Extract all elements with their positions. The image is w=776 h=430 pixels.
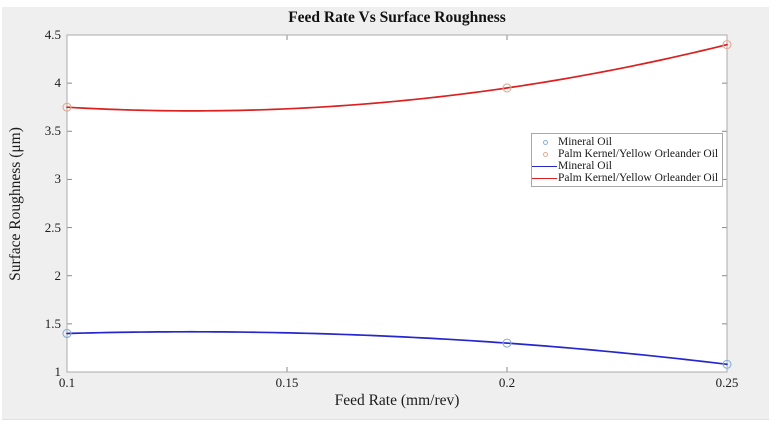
legend-row: Mineral Oil bbox=[532, 160, 722, 172]
y-tick-label: 1 bbox=[54, 364, 62, 379]
fit-curve bbox=[66, 330, 728, 366]
y-tick-label: 2 bbox=[54, 267, 62, 283]
fit-curve bbox=[66, 43, 728, 112]
data-point-marker bbox=[62, 328, 72, 339]
axes-box bbox=[66, 34, 728, 373]
x-tick-label: 0.25 bbox=[715, 375, 739, 390]
legend-marker-icon bbox=[532, 151, 558, 157]
x-tick-label: 0.1 bbox=[58, 375, 76, 390]
y-tick-label: 1.5 bbox=[44, 315, 61, 331]
legend-label: Mineral Oil bbox=[558, 136, 612, 148]
legend-row: Palm Kernel/Yellow Orleander Oil bbox=[532, 172, 722, 184]
line-sample-icon bbox=[532, 177, 557, 179]
legend-row: Palm Kernel/Yellow Orleander Oil bbox=[532, 148, 722, 160]
y-axis-label: Surface Roughness (μm) bbox=[7, 127, 24, 281]
legend: Mineral Oil Palm Kernel/Yellow Orleander … bbox=[531, 133, 723, 187]
data-point-marker bbox=[502, 338, 512, 348]
y-tick-label: 3.5 bbox=[44, 123, 61, 139]
plot-background bbox=[67, 35, 727, 372]
circle-marker-icon bbox=[542, 151, 548, 157]
x-tick-label: 0.2 bbox=[498, 375, 516, 390]
data-point-marker bbox=[722, 40, 732, 50]
x-axis-label: Feed Rate (mm/rev) bbox=[334, 392, 460, 409]
y-tick-label: 4 bbox=[54, 75, 62, 91]
chart-title: Feed Rate Vs Surface Roughness bbox=[288, 9, 506, 26]
legend-line-icon bbox=[532, 177, 558, 179]
data-point-marker bbox=[722, 359, 732, 369]
legend-row: Mineral Oil bbox=[532, 136, 722, 148]
y-tick-label: 4.5 bbox=[44, 27, 61, 42]
legend-label: Palm Kernel/Yellow Orleander Oil bbox=[558, 148, 719, 160]
data-point-marker bbox=[62, 102, 72, 112]
circle-marker-icon bbox=[542, 139, 548, 145]
data-point-marker bbox=[502, 83, 512, 93]
y-tick-label: 2.5 bbox=[44, 219, 61, 235]
legend-label: Mineral Oil bbox=[558, 160, 612, 172]
legend-label: Palm Kernel/Yellow Orleander Oil bbox=[558, 172, 719, 184]
y-tick-label: 3 bbox=[54, 171, 62, 187]
line-sample-icon bbox=[532, 165, 557, 167]
legend-marker-icon bbox=[532, 139, 558, 145]
legend-line-icon bbox=[532, 165, 558, 167]
x-tick-label: 0.15 bbox=[275, 375, 299, 390]
